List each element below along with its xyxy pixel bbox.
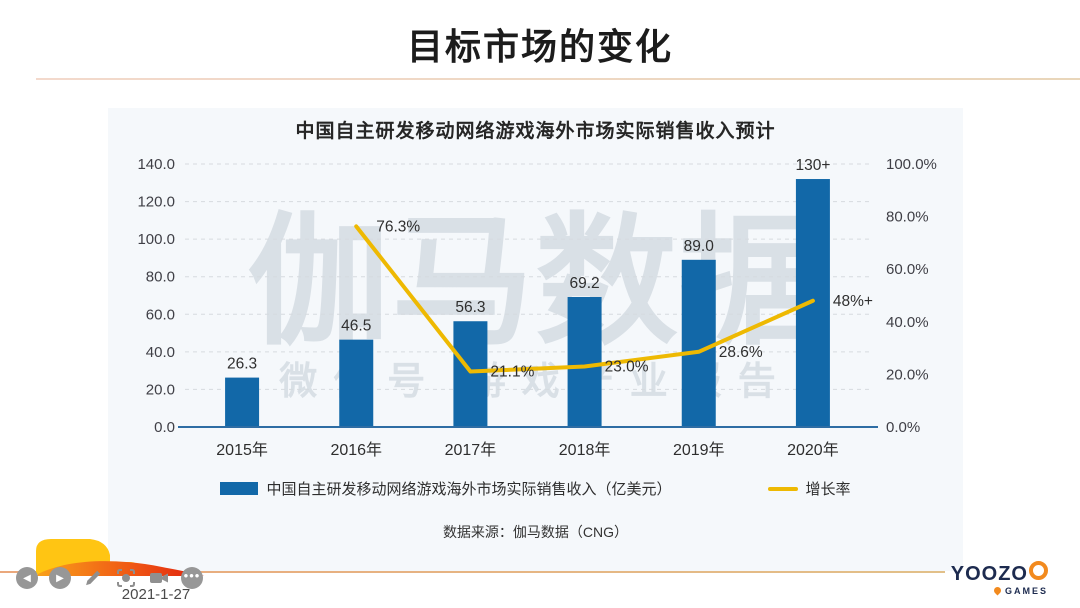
toolbar: ◀ ▶ ••• (16, 567, 203, 589)
chart-panel: 中国自主研发移动网络游戏海外市场实际销售收入预计 伽马数据 微信号 游戏产业报告… (108, 108, 963, 571)
video-camera-icon (150, 573, 168, 583)
x-axis-label: 2016年 (330, 441, 382, 459)
legend-label-growth: 增长率 (805, 481, 851, 498)
logo-text: YOOZO (951, 561, 1048, 585)
decor-swoosh (36, 539, 204, 576)
title-divider (36, 78, 1080, 80)
right-axis-tick: 100.0% (886, 156, 937, 173)
bar-2016年 (339, 339, 374, 427)
previous-slide-button[interactable]: ◀ (16, 567, 38, 589)
right-axis-tick: 0.0% (886, 419, 920, 436)
source-note: 数据来源：伽马数据（CNG） (442, 524, 629, 540)
bar-2019年 (681, 259, 716, 427)
left-axis-tick: 20.0 (146, 381, 175, 398)
capture-button[interactable] (115, 567, 137, 589)
x-axis-label: 2020年 (787, 441, 839, 459)
line-swatch-icon (767, 486, 798, 491)
legend-item-revenue: 中国自主研发移动网络游戏海外市场实际销售收入（亿美元） (220, 478, 672, 499)
next-slide-button[interactable]: ▶ (49, 567, 71, 589)
legend-item-growth: 增长率 (767, 478, 851, 499)
line-value-label: 28.6% (719, 344, 763, 361)
record-button[interactable] (148, 567, 170, 589)
chart-legend: 中国自主研发移动网络游戏海外市场实际销售收入（亿美元） 增长率 (108, 478, 963, 499)
left-axis-tick: 80.0 (146, 269, 175, 286)
bar-swatch-icon (220, 482, 259, 495)
bar-2017年 (453, 321, 488, 427)
bar-2015年 (225, 377, 260, 427)
line-value-label: 48%+ (833, 293, 873, 310)
left-axis-tick: 140.0 (137, 156, 175, 173)
bar-value-label: 26.3 (227, 356, 257, 373)
right-axis-tick: 60.0% (886, 261, 929, 278)
x-axis-label: 2015年 (216, 441, 268, 459)
footer-divider (0, 571, 945, 573)
x-axis-label: 2018年 (559, 441, 611, 459)
left-axis-tick: 0.0 (154, 419, 175, 436)
bar-2020年 (795, 179, 830, 427)
line-value-label: 76.3% (376, 218, 420, 235)
x-axis-label: 2017年 (445, 441, 497, 459)
x-axis-label: 2019年 (673, 441, 725, 459)
right-axis-tick: 40.0% (886, 314, 929, 331)
bar-value-label: 46.5 (341, 318, 371, 335)
left-axis-tick: 120.0 (137, 194, 175, 211)
ellipsis-icon: ••• (183, 568, 201, 583)
left-axis-tick: 60.0 (146, 306, 175, 323)
chart-title: 中国自主研发移动网络游戏海外市场实际销售收入预计 (295, 121, 776, 142)
page-title: 目标市场的变化 (406, 26, 673, 67)
growth-rate-line (354, 224, 815, 374)
right-axis-tick: 20.0% (886, 366, 929, 383)
bar-value-label: 69.2 (569, 275, 599, 292)
previous-icon: ◀ (23, 572, 31, 584)
bar-value-label: 130+ (795, 157, 830, 174)
slide-date: 2021-1-27 (121, 586, 191, 603)
revenue-growth-chart: 0.0 20.0 40.0 60.0 80.0 100.0 120.0 140.0 0.0% 20… (137, 156, 937, 459)
logo-ring-icon (1029, 561, 1048, 580)
bar-value-label: 56.3 (455, 299, 485, 316)
yoozoo-logo: YOOZO GAMES (951, 561, 1048, 596)
left-axis-tick: 40.0 (146, 344, 175, 361)
more-button[interactable]: ••• (181, 567, 203, 589)
next-icon: ▶ (56, 572, 64, 584)
line-value-label: 23.0% (605, 359, 649, 376)
logo-flame-icon (992, 585, 1003, 596)
bar-value-label: 89.0 (684, 238, 715, 255)
legend-label-revenue: 中国自主研发移动网络游戏海外市场实际销售收入（亿美元） (266, 481, 672, 498)
right-axis-tick: 80.0% (886, 209, 929, 226)
line-value-label: 21.1% (490, 364, 534, 381)
logo-sub: GAMES (951, 585, 1048, 596)
bar-2018年 (567, 297, 602, 427)
left-axis-tick: 100.0 (137, 231, 175, 248)
pencil-icon (86, 570, 101, 586)
capture-icon (117, 569, 135, 587)
edit-button[interactable] (82, 567, 104, 589)
